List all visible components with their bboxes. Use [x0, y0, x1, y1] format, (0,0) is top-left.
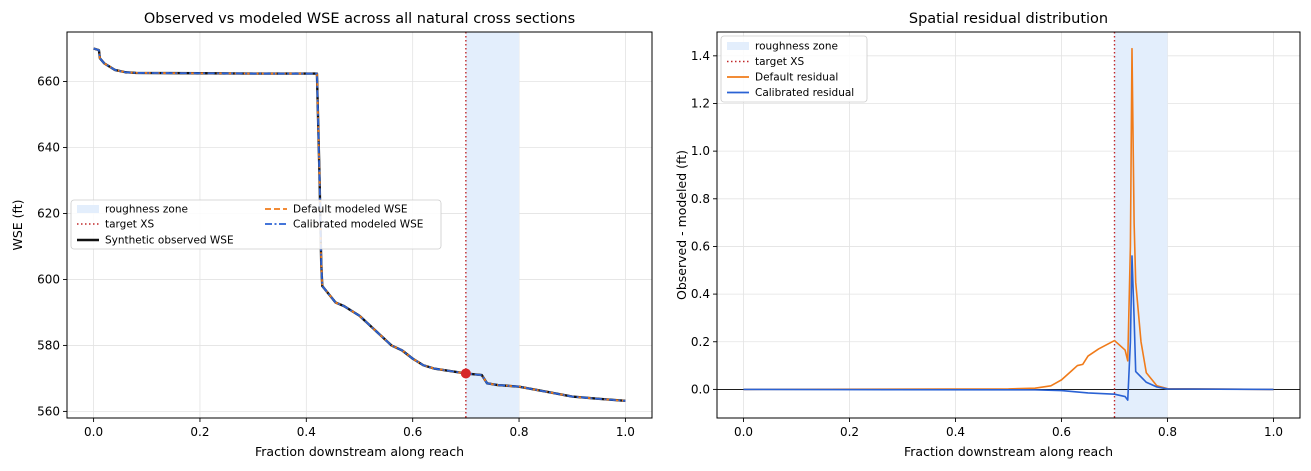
plot-area [717, 32, 1300, 418]
y-tick-label: 600 [37, 272, 60, 286]
y-axis-label: WSE (ft) [10, 199, 25, 250]
legend-label: Default residual [755, 72, 838, 84]
target-point-marker [460, 368, 471, 379]
legend-label: Synthetic observed WSE [105, 235, 234, 247]
roughness-zone-band [1114, 32, 1168, 418]
y-tick-label: 0.0 [691, 382, 710, 396]
legend-box [70, 199, 442, 250]
legend-swatch-roughness-zone [727, 42, 749, 50]
x-tick-label: 0.6 [1052, 425, 1071, 439]
legend: roughness zone target XS Default residual C… [720, 35, 868, 103]
y-tick-label: 660 [37, 74, 60, 88]
x-axis-label: Fraction downstream along reach [255, 444, 464, 459]
axes-frame [716, 31, 1301, 419]
y-tick-label: 560 [37, 404, 60, 418]
x-tick-label: 1.0 [1264, 425, 1283, 439]
roughness-zone-band [465, 32, 520, 418]
legend-label: roughness zone [755, 41, 838, 53]
chart-2: 0.0 0.2 0.4 0.6 0.8 1.0 0.0 0.2 0.4 0.6 0.8 1.0 1.2 1… [674, 11, 1301, 459]
legend-label: Calibrated modeled WSE [293, 219, 423, 231]
axes-frame [66, 31, 653, 419]
y-tick-label: 1.4 [691, 49, 710, 63]
legend-label: roughness zone [105, 204, 188, 216]
legend-swatch-roughness-zone [77, 205, 99, 213]
series-line-calibrated-residual [743, 255, 1274, 401]
legend-label: Calibrated residual [755, 87, 854, 99]
x-axis-label: Fraction downstream along reach [904, 444, 1113, 459]
x-tick-label: 0.2 [190, 425, 209, 439]
legend-label: Default modeled WSE [293, 204, 408, 216]
x-tick-label: 0.0 [84, 425, 103, 439]
y-tick-label: 0.8 [691, 192, 710, 206]
plot-area [93, 32, 626, 418]
x-tick-label: 0.2 [840, 425, 859, 439]
x-tick-label: 0.8 [1158, 425, 1177, 439]
y-tick-label: 1.2 [691, 96, 710, 110]
y-tick-label: 580 [37, 338, 60, 352]
y-axis-label: Observed - modeled (ft) [674, 150, 689, 300]
y-tick-label: 640 [37, 140, 60, 154]
x-tick-label: 0.4 [946, 425, 965, 439]
y-tick-label: 0.2 [691, 335, 710, 349]
x-tick-label: 0.0 [734, 425, 753, 439]
series-line-calibrated-modeled-wse [93, 47, 626, 402]
legend-label: target XS [105, 219, 154, 231]
chart-title: Spatial residual distribution [909, 11, 1108, 27]
chart-title: Observed vs modeled WSE across all natur… [144, 11, 575, 27]
x-tick-label: 0.4 [297, 425, 316, 439]
legend-box [720, 35, 868, 103]
x-tick-label: 0.8 [509, 425, 528, 439]
y-tick-label: 0.6 [691, 239, 710, 253]
chart-1: 0.0 0.2 0.4 0.6 0.8 1.0 560 580 600 620 640 660 Obse… [10, 11, 653, 459]
legend: roughness zone target XS Synthetic observe… [70, 199, 442, 250]
legend-label: target XS [755, 56, 804, 68]
y-tick-label: 0.4 [691, 287, 710, 301]
series-line-default-residual [743, 47, 1274, 391]
y-tick-label: 1.0 [691, 144, 710, 158]
x-tick-label: 0.6 [403, 425, 422, 439]
y-tick-label: 620 [37, 206, 60, 220]
x-tick-label: 1.0 [616, 425, 635, 439]
